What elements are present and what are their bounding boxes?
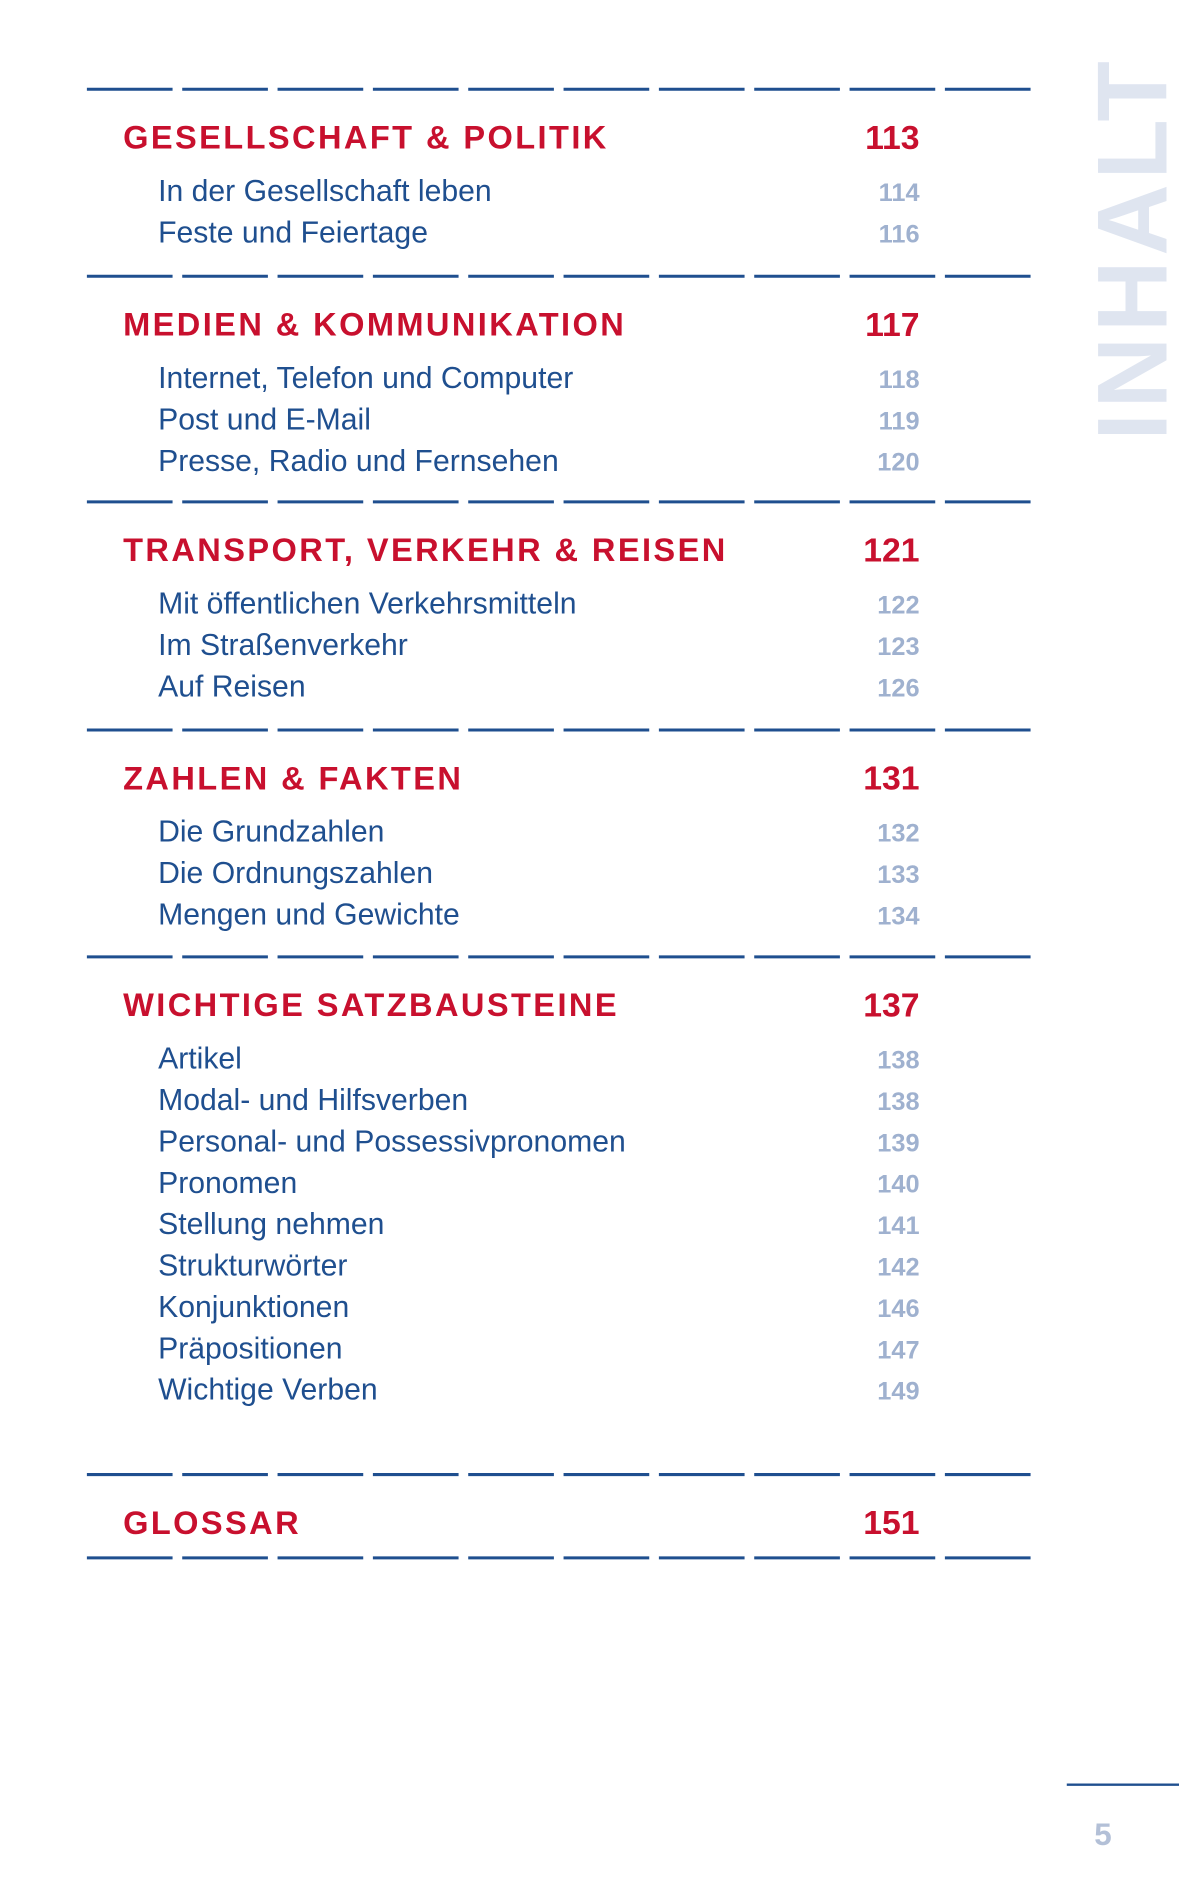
item-page: 133: [877, 861, 919, 889]
item-label: Die Grundzahlen: [158, 816, 384, 849]
section-title: TRANSPORT, VERKEHR & REISEN: [123, 532, 728, 568]
section-page: 151: [863, 1504, 919, 1542]
section-page: 121: [863, 532, 919, 570]
item-page: 118: [879, 366, 920, 394]
item-page: 132: [877, 820, 919, 848]
section-title: ZAHLEN & FAKTEN: [123, 760, 463, 796]
item-page: 119: [879, 407, 920, 435]
item-label: Präpositionen: [158, 1332, 342, 1365]
item-page: 116: [879, 220, 920, 248]
item-label: Auf Reisen: [158, 670, 306, 703]
item-label: Presse, Radio und Fernsehen: [158, 445, 559, 478]
item-label: Wichtige Verben: [158, 1374, 378, 1407]
item-page: 147: [877, 1336, 919, 1364]
section-title: WICHTIGE SATZBAUSTEINE: [123, 987, 619, 1023]
section-title: GESELLSCHAFT & POLITIK: [123, 119, 609, 155]
item-page: 141: [877, 1212, 919, 1240]
item-label: Mit öffentlichen Verkehrsmitteln: [158, 588, 576, 621]
item-label: Modal- und Hilfsverben: [158, 1084, 468, 1117]
item-page: 140: [877, 1171, 919, 1199]
item-label: Personal- und Possessivpronomen: [158, 1125, 626, 1158]
item-page: 114: [879, 179, 920, 207]
item-label: Artikel: [158, 1043, 242, 1076]
item-page: 142: [877, 1253, 919, 1281]
item-label: Mengen und Gewichte: [158, 899, 460, 932]
item-label: Post und E-Mail: [158, 403, 371, 436]
item-page: 138: [877, 1047, 919, 1075]
section-title: MEDIEN & KOMMUNIKATION: [123, 307, 626, 343]
page-number: 5: [1094, 1817, 1111, 1852]
item-page: 122: [877, 592, 919, 620]
item-page: 123: [877, 633, 919, 661]
item-page: 149: [877, 1378, 919, 1406]
item-page: 120: [877, 449, 919, 477]
item-label: In der Gesellschaft leben: [158, 175, 492, 208]
item-page: 138: [877, 1088, 919, 1116]
item-label: Internet, Telefon und Computer: [158, 362, 573, 395]
section-page: 117: [865, 306, 919, 344]
item-label: Die Ordnungszahlen: [158, 857, 433, 890]
side-label: INHALT: [1077, 56, 1179, 440]
item-label: Pronomen: [158, 1167, 297, 1200]
item-label: Feste und Feiertage: [158, 216, 428, 249]
item-label: Stellung nehmen: [158, 1208, 384, 1241]
item-page: 146: [877, 1295, 919, 1323]
item-page: 134: [877, 902, 919, 930]
section-page: 131: [863, 760, 919, 798]
section-page: 113: [865, 119, 919, 157]
item-label: Strukturwörter: [158, 1250, 347, 1283]
section-title: GLOSSAR: [123, 1505, 301, 1541]
item-label: Konjunktionen: [158, 1291, 349, 1324]
item-page: 126: [877, 674, 919, 702]
item-page: 139: [877, 1129, 919, 1157]
item-label: Im Straßenverkehr: [158, 629, 408, 662]
section-page: 137: [863, 986, 919, 1024]
